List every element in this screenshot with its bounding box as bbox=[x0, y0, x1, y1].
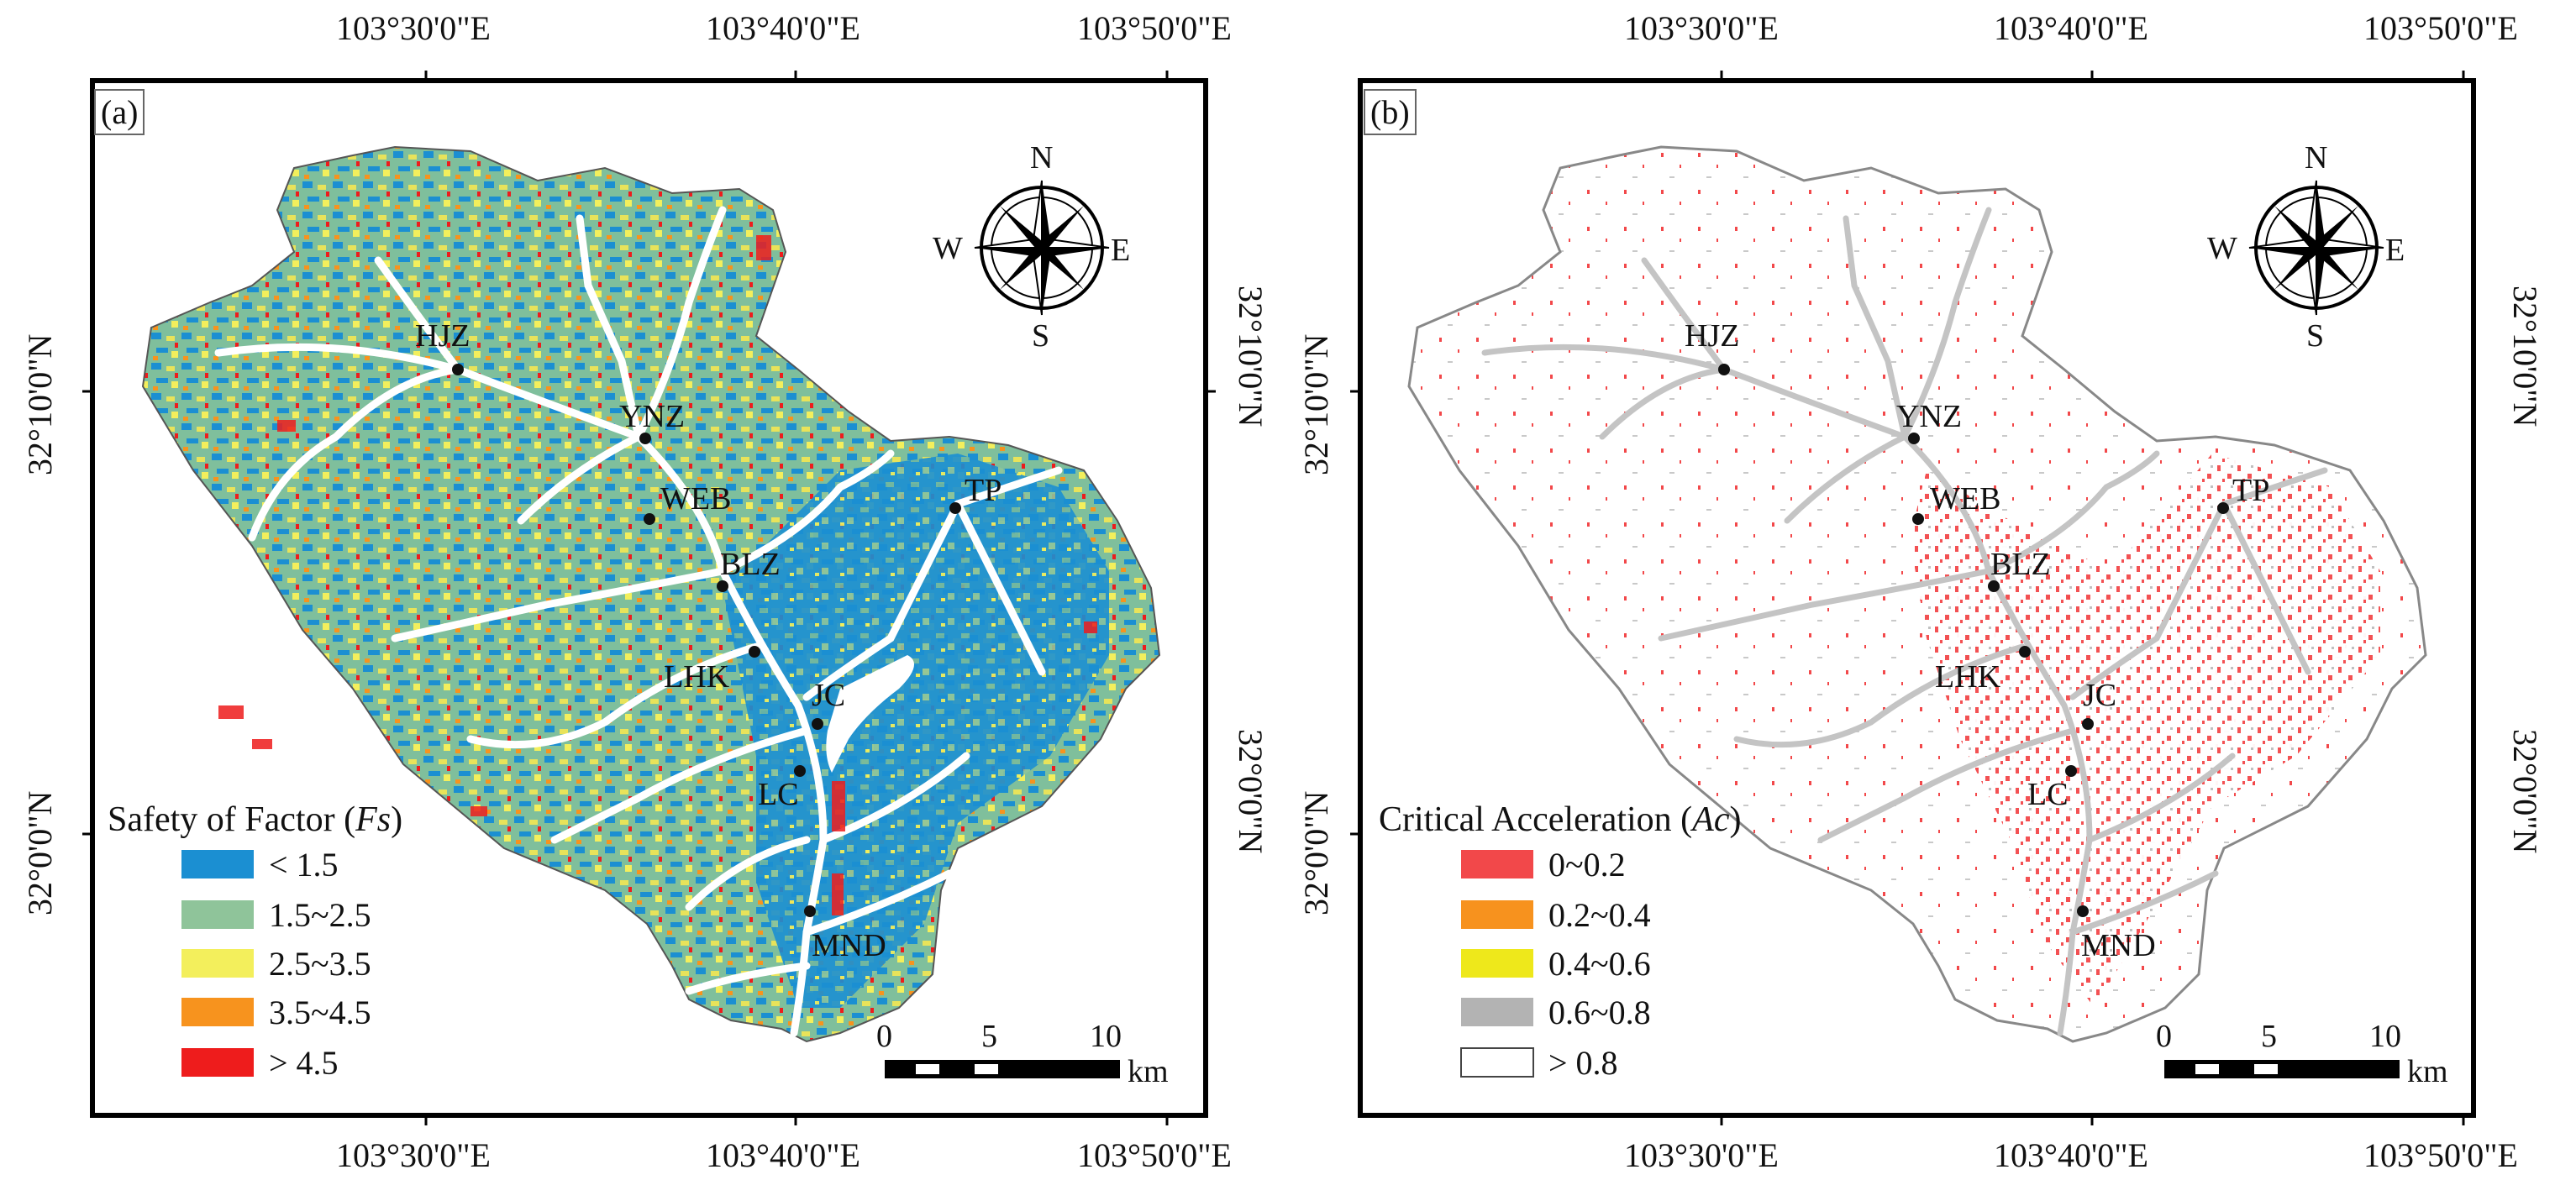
legend-title-a: Safety of Factor (Fs) bbox=[108, 800, 403, 839]
lat-left-label: 32°10'0"N bbox=[21, 333, 59, 475]
site-label-jc: JC bbox=[812, 678, 846, 713]
site-label-lc: LC bbox=[2027, 777, 2069, 812]
site-label-blz: BLZ bbox=[720, 547, 781, 582]
lon-bottom-label: 103°40'0"E bbox=[706, 1136, 860, 1174]
legend-item: 2.5~3.5 bbox=[269, 944, 371, 983]
legend-item: 0.6~0.8 bbox=[1548, 993, 1651, 1031]
site-label-web: WEB bbox=[1930, 481, 2001, 517]
lat-right-label: 32°0'0"N bbox=[1232, 729, 1270, 854]
lat-left-label: 32°0'0"N bbox=[1297, 790, 1335, 915]
compass-n-label: N bbox=[2305, 140, 2328, 176]
scale-tick-label: 5 bbox=[981, 1019, 997, 1054]
legend-swatch bbox=[181, 850, 254, 878]
lon-top-label: 103°40'0"E bbox=[706, 9, 860, 47]
panel-tag-a: (a) bbox=[94, 89, 145, 135]
legend-swatches-b bbox=[1460, 850, 1534, 1078]
map-canvas-b bbox=[1350, 71, 2476, 1125]
legend-item: 1.5~2.5 bbox=[269, 895, 371, 934]
legend-item: > 0.8 bbox=[1548, 1043, 1618, 1082]
lat-right-label: 32°10'0"N bbox=[1232, 286, 1270, 427]
compass-n-label: N bbox=[1030, 140, 1054, 176]
site-label-mnd: MND bbox=[812, 928, 886, 963]
legend-swatches-a bbox=[181, 850, 254, 1077]
compass-s-label: S bbox=[1032, 318, 1050, 354]
site-label-hjz: HJZ bbox=[1685, 318, 1740, 354]
lon-top-label: 103°50'0"E bbox=[1077, 9, 1232, 47]
map-canvas-a bbox=[82, 71, 1216, 1125]
lon-bottom-label: 103°30'0"E bbox=[336, 1136, 491, 1174]
site-label-hjz: HJZ bbox=[415, 318, 471, 354]
lat-right-label: 32°0'0"N bbox=[2506, 729, 2544, 854]
lon-top-label: 103°30'0"E bbox=[336, 9, 491, 47]
legend-swatch bbox=[181, 949, 254, 978]
legend-item: 0.4~0.6 bbox=[1548, 944, 1651, 983]
site-label-web: WEB bbox=[660, 481, 732, 517]
site-label-mnd: MND bbox=[2081, 928, 2156, 963]
lon-bottom-label: 103°30'0"E bbox=[1624, 1136, 1779, 1174]
legend-swatch bbox=[1461, 900, 1533, 929]
legend-swatch bbox=[1461, 850, 1533, 878]
compass-rose-a bbox=[974, 180, 1110, 316]
compass-e-label: E bbox=[2385, 233, 2405, 268]
lon-top-label: 103°30'0"E bbox=[1624, 9, 1779, 47]
lat-right-label: 32°10'0"N bbox=[2506, 286, 2544, 427]
scale-bar-b bbox=[2164, 1060, 2400, 1078]
legend-title-b: Critical Acceleration (Ac) bbox=[1379, 800, 1742, 839]
legend-item: 3.5~4.5 bbox=[269, 993, 371, 1031]
site-label-jc: JC bbox=[2083, 678, 2117, 713]
legend-swatch bbox=[181, 998, 254, 1026]
scale-unit-label: km bbox=[1128, 1054, 1169, 1089]
compass-e-label: E bbox=[1111, 233, 1131, 268]
lat-left-label: 32°0'0"N bbox=[21, 790, 59, 915]
site-label-blz: BLZ bbox=[1990, 547, 2051, 582]
site-label-lhk: LHK bbox=[664, 659, 730, 695]
panel-tag-b: (b) bbox=[1364, 89, 1417, 135]
site-label-tp: TP bbox=[2232, 473, 2270, 508]
compass-w-label: W bbox=[933, 231, 963, 266]
lat-left-label: 32°10'0"N bbox=[1297, 333, 1335, 475]
site-label-tp: TP bbox=[965, 473, 1002, 508]
compass-w-label: W bbox=[2207, 231, 2237, 266]
legend-swatch bbox=[181, 900, 254, 929]
scale-tick-label: 0 bbox=[876, 1019, 892, 1054]
site-label-lhk: LHK bbox=[1935, 659, 2001, 695]
scale-tick-label: 0 bbox=[2156, 1019, 2172, 1054]
lon-bottom-label: 103°50'0"E bbox=[2363, 1136, 2518, 1174]
site-markers-b bbox=[1718, 364, 2229, 917]
lon-bottom-label: 103°50'0"E bbox=[1077, 1136, 1232, 1174]
map-panel-a: (a) 103°30'0"E 103°40'0"E 103°50'0"E 103… bbox=[21, 9, 1270, 1174]
scale-bar-a bbox=[885, 1060, 1120, 1078]
lon-top-label: 103°50'0"E bbox=[2363, 9, 2518, 47]
legend-swatch bbox=[1460, 1047, 1534, 1078]
lon-top-label: 103°40'0"E bbox=[1994, 9, 2148, 47]
legend-item: > 4.5 bbox=[269, 1043, 339, 1082]
scale-unit-label: km bbox=[2407, 1054, 2448, 1089]
compass-s-label: S bbox=[2306, 318, 2325, 354]
legend-item: 0.2~0.4 bbox=[1548, 895, 1651, 934]
legend-swatch bbox=[1461, 998, 1533, 1026]
site-label-lc: LC bbox=[758, 777, 799, 812]
site-label-ynz: YNZ bbox=[619, 399, 686, 434]
scale-tick-label: 5 bbox=[2261, 1019, 2277, 1054]
scale-tick-label: 10 bbox=[2369, 1019, 2401, 1054]
legend-swatch bbox=[181, 1048, 254, 1077]
compass-rose-b bbox=[2248, 180, 2384, 316]
legend-swatch bbox=[1461, 949, 1533, 978]
map-panel-b: (b) 103°30'0"E 103°40'0"E 103°50'0"E 103… bbox=[1288, 0, 2576, 1201]
lon-bottom-label: 103°40'0"E bbox=[1994, 1136, 2148, 1174]
scale-tick-label: 10 bbox=[1090, 1019, 1122, 1054]
site-label-ynz: YNZ bbox=[1896, 399, 1963, 434]
legend-item: 0~0.2 bbox=[1548, 845, 1626, 884]
river-network-a bbox=[214, 206, 1063, 1037]
site-markers-a bbox=[452, 364, 961, 917]
legend-item: < 1.5 bbox=[269, 845, 339, 884]
